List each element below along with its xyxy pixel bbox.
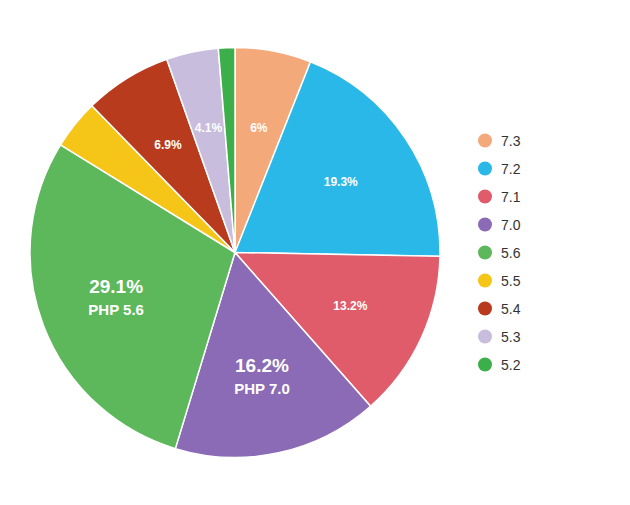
pie-slice	[235, 62, 440, 256]
slice-labels: 6% 19.3% 13.2% 16.2% PHP 7.0 29.1% PHP 5.6 6.9%…	[88, 121, 367, 398]
legend-label: 7.3	[501, 133, 521, 149]
data-label: 13.2%	[333, 299, 367, 313]
legend-marker	[478, 246, 492, 260]
data-label: 4.1%	[195, 121, 223, 135]
legend-label: 5.2	[501, 357, 521, 373]
data-label: 29.1%	[89, 276, 143, 297]
legend-label: 7.2	[501, 161, 521, 177]
chart-container: 6% 19.3% 13.2% 16.2% PHP 7.0 29.1% PHP 5.6 6.9%…	[0, 0, 630, 505]
legend-label: 7.1	[501, 189, 521, 205]
legend-label: 5.3	[501, 329, 521, 345]
data-label: 19.3%	[324, 175, 358, 189]
slices	[30, 48, 440, 458]
legend-marker	[478, 218, 492, 232]
legend-label: 5.6	[501, 245, 521, 261]
legend-marker	[478, 190, 492, 204]
legend-marker	[478, 358, 492, 372]
data-label: 16.2%	[235, 355, 289, 376]
data-label: 6.9%	[154, 138, 182, 152]
legend-label: 5.5	[501, 273, 521, 289]
legend-marker	[478, 330, 492, 344]
annotation: PHP 5.6	[88, 301, 144, 318]
data-label: 6%	[250, 121, 268, 135]
annotation: PHP 7.0	[234, 380, 290, 397]
chart-svg: 6% 19.3% 13.2% 16.2% PHP 7.0 29.1% PHP 5.6 6.9%…	[0, 0, 630, 505]
legend: 7.3 7.2 7.1 7.0 5.6 5.5 5.4 5.3 5.2	[478, 133, 521, 373]
legend-marker	[478, 302, 492, 316]
legend-marker	[478, 162, 492, 176]
legend-marker	[478, 134, 492, 148]
legend-label: 5.4	[501, 301, 521, 317]
legend-label: 7.0	[501, 217, 521, 233]
pie-slice	[218, 48, 235, 253]
legend-marker	[478, 274, 492, 288]
